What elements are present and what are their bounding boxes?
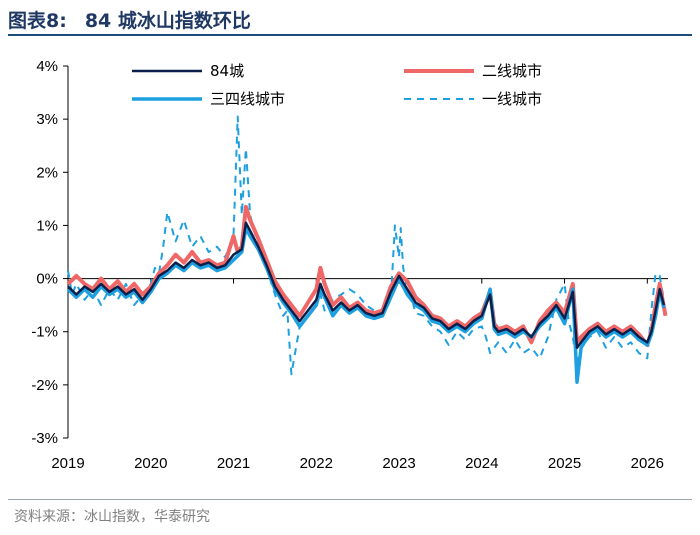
y-tick-label: -3% [31,430,58,447]
figure-title-text: 84 城冰山指数环比 [84,10,251,32]
x-tick-label: 2020 [134,455,167,472]
x-tick-label: 2024 [465,455,498,472]
legend-label-tier34: 三四线城市 [210,90,285,108]
y-tick-label: 3% [36,111,58,128]
y-tick-label: 1% [36,217,58,234]
figure-label: 图表8: [8,10,67,32]
y-tick-label: -1% [31,324,58,341]
x-tick-label: 2019 [51,455,84,472]
axes: 4% 3% 2% 1% 0% -1% -2% -3% 2019 2020 2021 2022 2023 2… [31,58,668,472]
series-layer [66,115,668,384]
series-line-tier1 [67,115,665,376]
legend-label-city84: 84城 [210,62,244,80]
title-bar: 图表8: 84 城冰山指数环比 [8,4,692,36]
series-line-tier34 [66,226,666,384]
figure-title: 图表8: 84 城冰山指数环比 [8,6,251,33]
x-tick-label: 2023 [382,455,415,472]
legend-label-tier1: 一线城市 [482,90,542,108]
series-line-city84 [67,221,666,349]
x-tick-label: 2025 [548,455,581,472]
source-divider [8,499,692,500]
source-note: 资料来源：冰山指数，华泰研究 [14,509,210,525]
y-tick-label: -2% [31,377,58,394]
x-tick-label: 2022 [300,455,333,472]
y-tick-label: 2% [36,164,58,181]
line-chart: 4% 3% 2% 1% 0% -1% -2% -3% 2019 2020 2021 2022 2023 2… [31,58,668,472]
x-tick-label: 2026 [631,455,664,472]
legend-label-tier2: 二线城市 [482,62,542,80]
y-tick-label: 0% [36,271,58,288]
y-tick-label: 4% [36,58,58,75]
x-tick-label: 2021 [217,455,250,472]
